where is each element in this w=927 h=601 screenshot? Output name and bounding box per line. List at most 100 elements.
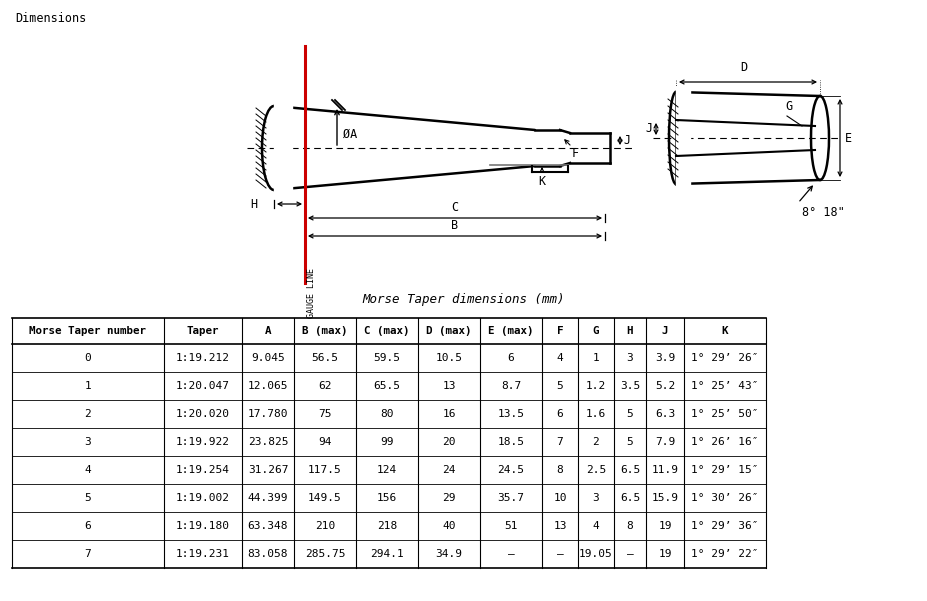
Text: 5: 5	[626, 437, 633, 447]
Text: 285.75: 285.75	[304, 549, 345, 559]
Text: 1° 29’ 36″: 1° 29’ 36″	[691, 521, 758, 531]
Text: H: H	[626, 326, 632, 336]
Text: 44.399: 44.399	[248, 493, 288, 503]
Text: 7.9: 7.9	[654, 437, 675, 447]
Text: 1:20.020: 1:20.020	[176, 409, 230, 419]
Text: 99: 99	[380, 437, 393, 447]
Text: A: A	[264, 326, 271, 336]
Text: 0: 0	[84, 353, 91, 363]
Text: 1:19.254: 1:19.254	[176, 465, 230, 475]
Text: 8: 8	[626, 521, 633, 531]
Text: B (max): B (max)	[302, 326, 348, 336]
Text: Taper: Taper	[186, 326, 219, 336]
Text: C (max): C (max)	[364, 326, 410, 336]
Text: 1:19.231: 1:19.231	[176, 549, 230, 559]
Text: ØA: ØA	[343, 128, 357, 141]
Text: 24.5: 24.5	[497, 465, 524, 475]
Text: 17.780: 17.780	[248, 409, 288, 419]
Text: 1: 1	[84, 381, 91, 391]
Text: 8.7: 8.7	[501, 381, 521, 391]
Text: 13: 13	[442, 381, 455, 391]
Text: 1.2: 1.2	[585, 381, 605, 391]
Text: E: E	[844, 132, 851, 144]
Text: B: B	[451, 219, 458, 232]
Text: 9.045: 9.045	[251, 353, 285, 363]
Text: 117.5: 117.5	[308, 465, 341, 475]
Text: K: K	[721, 326, 728, 336]
Text: D (max): D (max)	[425, 326, 471, 336]
Text: 15.9: 15.9	[651, 493, 678, 503]
Text: 294.1: 294.1	[370, 549, 403, 559]
Text: 11.9: 11.9	[651, 465, 678, 475]
Text: 218: 218	[376, 521, 397, 531]
Text: 6: 6	[84, 521, 91, 531]
Text: 8° 18": 8° 18"	[801, 206, 844, 219]
Text: 56.5: 56.5	[311, 353, 338, 363]
Text: J: J	[622, 134, 629, 147]
Text: C: C	[451, 201, 458, 214]
Text: 3: 3	[592, 493, 599, 503]
Text: 149.5: 149.5	[308, 493, 341, 503]
Text: G: G	[592, 326, 599, 336]
Text: 24: 24	[442, 465, 455, 475]
Text: 7: 7	[556, 437, 563, 447]
Text: 2: 2	[84, 409, 91, 419]
Text: 1:19.212: 1:19.212	[176, 353, 230, 363]
Text: 62: 62	[318, 381, 331, 391]
Text: Morse Taper dimensions (mm): Morse Taper dimensions (mm)	[362, 293, 565, 306]
Text: 10.5: 10.5	[435, 353, 462, 363]
Text: 6.3: 6.3	[654, 409, 675, 419]
Text: 7: 7	[84, 549, 91, 559]
Text: 156: 156	[376, 493, 397, 503]
Text: 1:20.047: 1:20.047	[176, 381, 230, 391]
Text: 1° 25’ 50″: 1° 25’ 50″	[691, 409, 758, 419]
Text: E (max): E (max)	[488, 326, 533, 336]
Text: 1° 30’ 26″: 1° 30’ 26″	[691, 493, 758, 503]
Text: 65.5: 65.5	[373, 381, 400, 391]
Text: 1° 26’ 16″: 1° 26’ 16″	[691, 437, 758, 447]
Text: 5: 5	[84, 493, 91, 503]
Text: 1:19.922: 1:19.922	[176, 437, 230, 447]
Text: 34.9: 34.9	[435, 549, 462, 559]
Text: 3: 3	[626, 353, 633, 363]
Text: 40: 40	[442, 521, 455, 531]
Text: 6: 6	[507, 353, 514, 363]
Text: 13: 13	[552, 521, 566, 531]
Text: 1° 29’ 15″: 1° 29’ 15″	[691, 465, 758, 475]
Text: 5: 5	[626, 409, 633, 419]
Text: 6.5: 6.5	[619, 493, 640, 503]
Text: 18.5: 18.5	[497, 437, 524, 447]
Text: Dimensions: Dimensions	[15, 12, 86, 25]
Text: 3: 3	[84, 437, 91, 447]
Text: 124: 124	[376, 465, 397, 475]
Text: 59.5: 59.5	[373, 353, 400, 363]
Text: 80: 80	[380, 409, 393, 419]
Text: H: H	[249, 198, 257, 210]
Text: 3.9: 3.9	[654, 353, 675, 363]
Text: 1:19.180: 1:19.180	[176, 521, 230, 531]
Text: 10: 10	[552, 493, 566, 503]
Text: 1:19.002: 1:19.002	[176, 493, 230, 503]
Text: F: F	[556, 326, 563, 336]
Text: G: G	[784, 100, 792, 113]
Text: 13.5: 13.5	[497, 409, 524, 419]
Text: 16: 16	[442, 409, 455, 419]
Text: 35.7: 35.7	[497, 493, 524, 503]
Text: 5.2: 5.2	[654, 381, 675, 391]
Text: 4: 4	[84, 465, 91, 475]
Text: 4: 4	[592, 521, 599, 531]
Text: D: D	[740, 61, 747, 74]
Text: –: –	[556, 549, 563, 559]
Text: 20: 20	[442, 437, 455, 447]
Text: 19: 19	[657, 521, 671, 531]
Text: K: K	[538, 175, 545, 188]
Text: 6.5: 6.5	[619, 465, 640, 475]
Text: GAUGE LINE: GAUGE LINE	[307, 268, 316, 318]
Text: 94: 94	[318, 437, 331, 447]
Text: 210: 210	[314, 521, 335, 531]
Text: 5: 5	[556, 381, 563, 391]
Text: –: –	[507, 549, 514, 559]
Text: 4: 4	[556, 353, 563, 363]
Text: 2: 2	[592, 437, 599, 447]
Text: 1.6: 1.6	[585, 409, 605, 419]
